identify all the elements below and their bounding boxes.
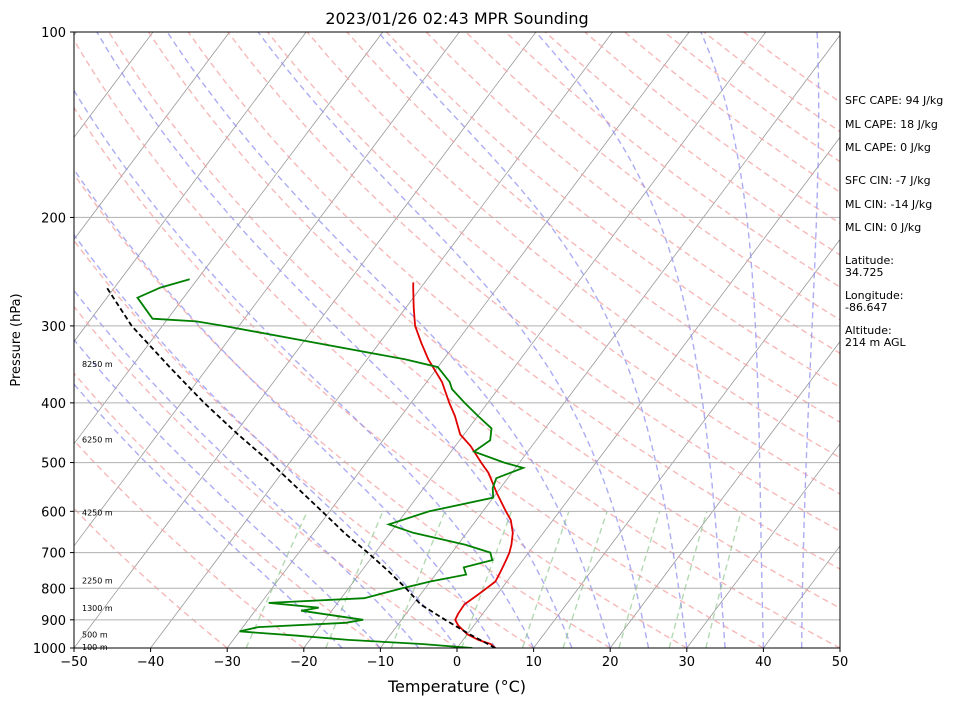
- moist-adiabat-line: [257, 32, 650, 648]
- moist-adiabat-line: [801, 32, 820, 648]
- y-tick-label: 400: [41, 397, 66, 412]
- x-tick-label: 20: [602, 655, 619, 670]
- ml-cin-label: ML CIN: -14 J/kg: [845, 198, 933, 211]
- y-tick-label: 200: [41, 211, 66, 226]
- x-tick-label: 10: [525, 655, 542, 670]
- height-label: 4250 m: [82, 509, 113, 518]
- x-tick-label: 40: [755, 655, 772, 670]
- profile-series: [106, 278, 527, 648]
- x-axis-ticks: −50 −40 −30 −20 −10 0 10 20 30 40 50: [60, 648, 848, 670]
- x-tick-label: 30: [679, 655, 696, 670]
- y-tick-label: 700: [41, 547, 66, 562]
- latitude-label: Latitude: 34.725: [845, 254, 894, 279]
- height-label: 8250 m: [82, 360, 113, 369]
- ml-cin-label-2: ML CIN: 0 J/kg: [845, 221, 922, 234]
- isotherm-line: [686, 443, 840, 648]
- dry-adiabat-line: [266, 32, 840, 495]
- x-tick-label: 50: [832, 655, 849, 670]
- dry-adiabat-line: [147, 32, 840, 609]
- dry-adiabat-line: [74, 305, 458, 648]
- moist-adiabat-line: [74, 168, 496, 648]
- dry-adiabat-line: [74, 239, 534, 648]
- x-tick-label: −30: [213, 655, 240, 670]
- isotherm-line: [74, 32, 230, 241]
- ml-cape-label: ML CAPE: 18 J/kg: [845, 118, 938, 131]
- dry-adiabat-line: [108, 32, 840, 648]
- moist-adiabat-line: [74, 338, 381, 648]
- mixing-ratio-line: [461, 511, 513, 648]
- moist-adiabat-line: [166, 32, 611, 648]
- height-label: 500 m: [82, 631, 108, 640]
- x-axis-label: Temperature (°C): [387, 677, 526, 696]
- plot-frame: [73, 31, 841, 649]
- isotherm-line: [74, 32, 154, 138]
- y-tick-label: 1000: [33, 642, 66, 657]
- height-label: 6250 m: [82, 435, 113, 444]
- moist-adiabat-line: [96, 32, 573, 648]
- dry-adiabat-line: [74, 439, 305, 648]
- moist-adiabat-line: [700, 32, 765, 648]
- isotherm-line: [303, 32, 767, 648]
- height-label: 2250 m: [82, 577, 113, 586]
- isotherm-line: [74, 32, 307, 343]
- ml-cape-label-2: ML CAPE: 0 J/kg: [845, 141, 931, 154]
- dry-adiabat-line: [227, 32, 840, 532]
- chart-title: 2023/01/26 02:43 MPR Sounding: [325, 9, 588, 28]
- mixing-ratio-line: [668, 511, 708, 648]
- moist-adiabat-line: [74, 383, 343, 648]
- y-tick-label: 800: [41, 582, 66, 597]
- y-axis-label: Pressure (hPa): [9, 293, 24, 386]
- moist-adiabat-line: [74, 233, 458, 648]
- isobar-gridlines: [74, 32, 840, 648]
- dry-adiabat-line: [74, 372, 381, 648]
- dewpoint-profile-line: [136, 278, 527, 648]
- dry-adiabat-line: [465, 32, 840, 321]
- isotherm-line: [150, 32, 613, 648]
- y-tick-label: 300: [41, 320, 66, 335]
- y-tick-label: 500: [41, 457, 66, 472]
- moist-adiabat-line: [377, 32, 688, 648]
- longitude-label: Longitude: -86.647: [845, 289, 904, 314]
- sfc-cin-label: SFC CIN: -7 J/kg: [845, 174, 931, 187]
- moist-adiabat-line: [535, 32, 726, 648]
- height-label: 1300 m: [82, 604, 113, 613]
- dry-adiabat-line: [306, 32, 840, 459]
- y-axis-ticks: 1000 900 800 700 600 500 400 300 200 100: [33, 26, 74, 657]
- x-tick-label: −20: [290, 655, 317, 670]
- isotherm-line: [226, 32, 690, 648]
- y-tick-label: 900: [41, 614, 66, 629]
- dry-adiabat-line: [187, 32, 840, 570]
- dry-adiabat-line: [74, 106, 688, 648]
- isotherm-line: [456, 136, 840, 648]
- sfc-cape-label: SFC CAPE: 94 J/kg: [845, 94, 944, 107]
- altitude-label: Altitude: 214 m AGL: [845, 324, 906, 349]
- isotherm-line: [380, 34, 840, 648]
- background-reference-lines: [74, 32, 840, 648]
- temperature-profile-line: [412, 282, 514, 648]
- isotherm-line: [609, 340, 840, 648]
- x-tick-label: −10: [367, 655, 394, 670]
- x-tick-label: 0: [453, 655, 461, 670]
- parcel-profile-line: [106, 287, 496, 648]
- isotherm-line: [74, 32, 384, 445]
- moist-adiabat-line: [74, 89, 535, 648]
- isotherm-line: [533, 238, 840, 648]
- x-tick-label: −50: [60, 655, 87, 670]
- y-tick-label: 600: [41, 505, 66, 520]
- dry-adiabat-line: [74, 38, 764, 648]
- dry-adiabat-line: [74, 173, 611, 648]
- dry-adiabat-line: [425, 32, 840, 355]
- x-tick-label: −40: [137, 655, 164, 670]
- isotherm-line: [74, 32, 460, 547]
- y-tick-label: 100: [41, 26, 66, 41]
- mixing-ratio-line: [521, 511, 570, 648]
